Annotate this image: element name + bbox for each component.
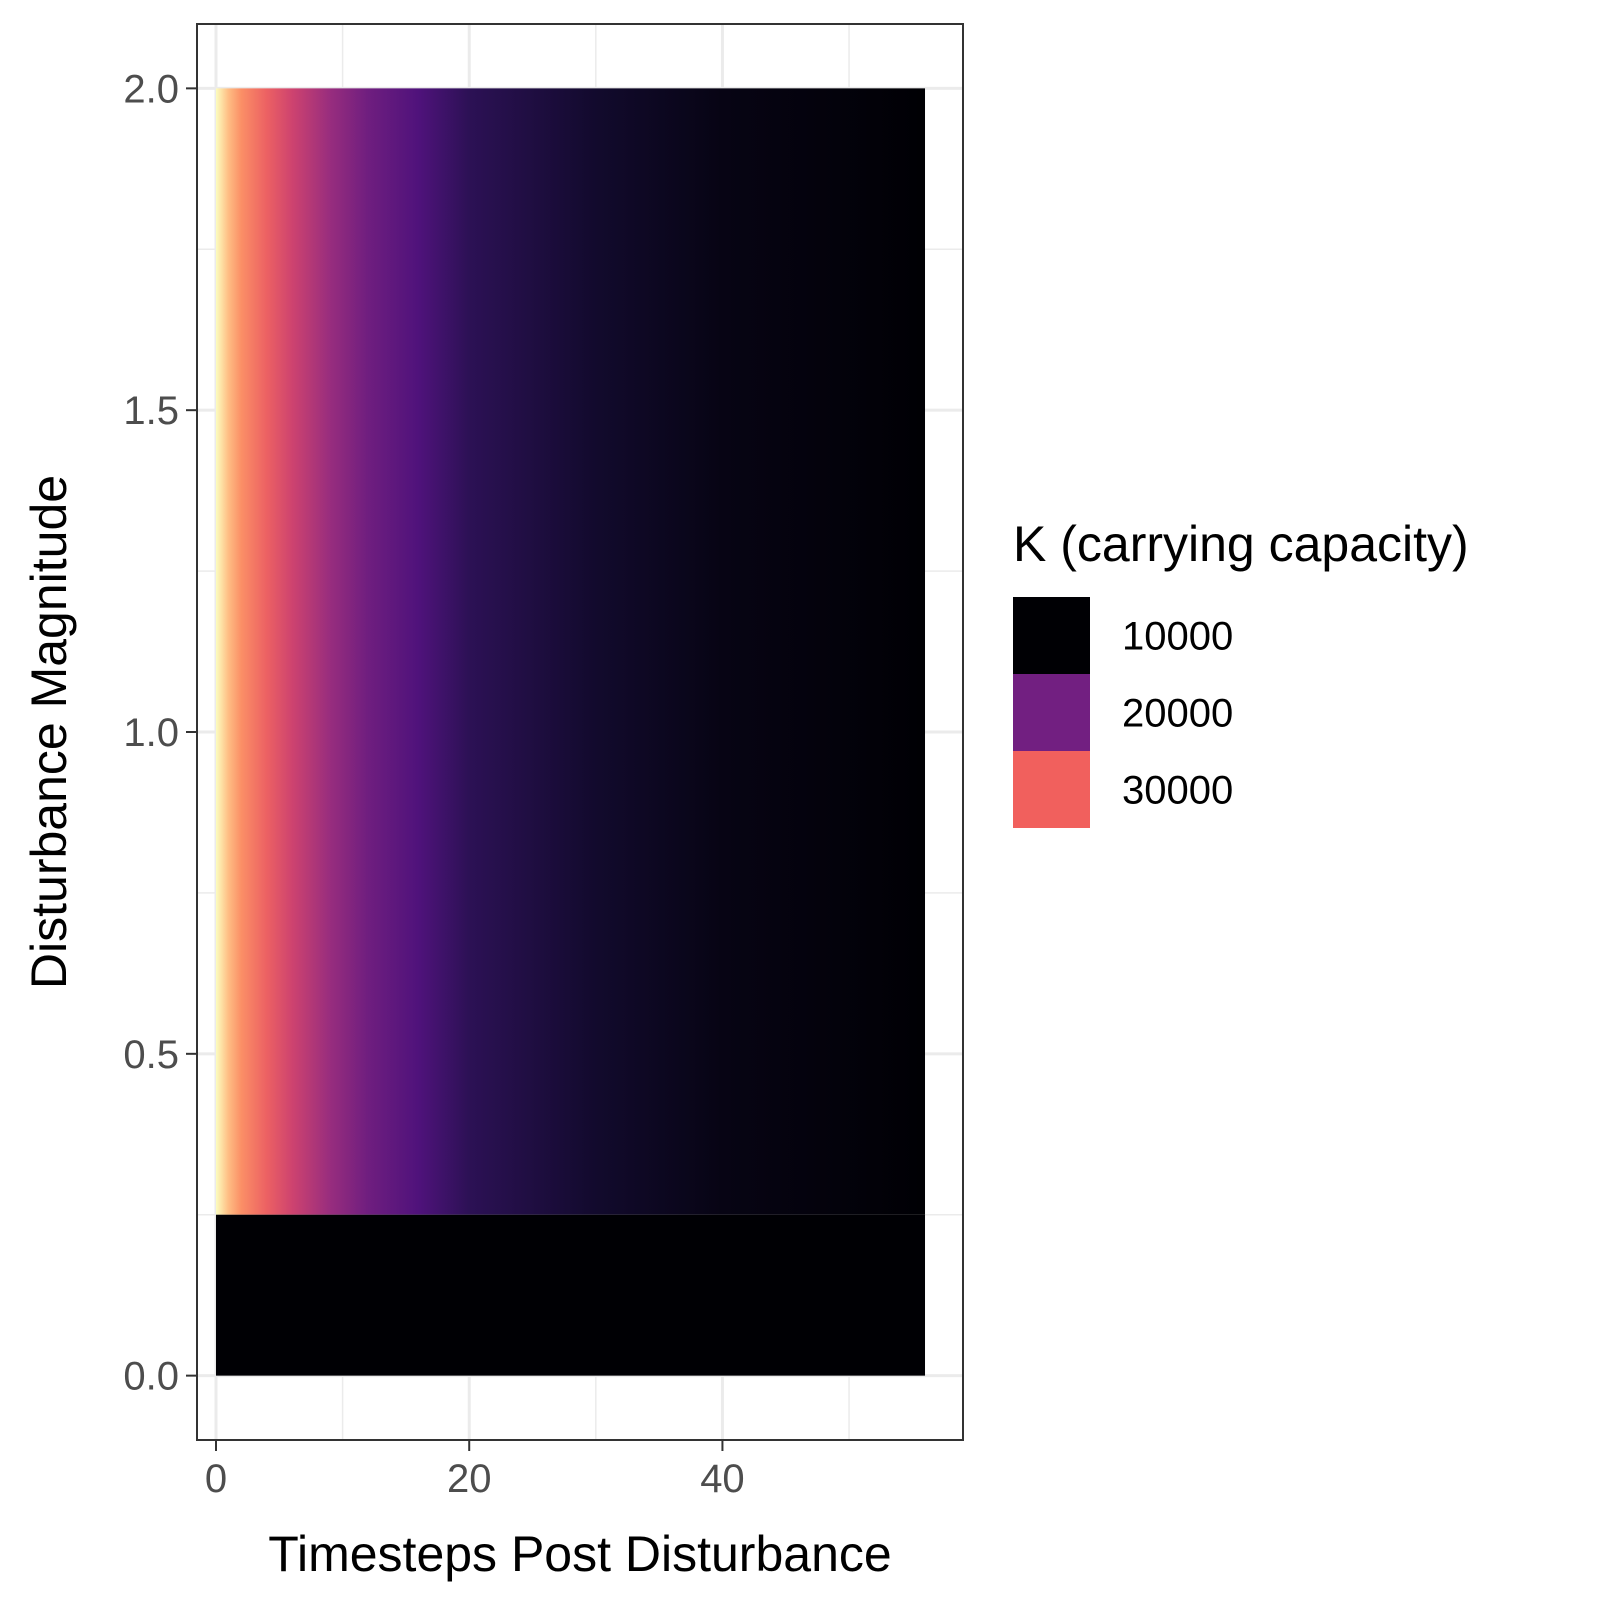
legend-key [1013, 597, 1090, 674]
legend-label: 20000 [1122, 692, 1233, 736]
legend-title: K (carrying capacity) [1013, 516, 1469, 572]
y-tick-label: 0.5 [123, 1033, 179, 1077]
legend-label: 30000 [1122, 769, 1233, 813]
y-tick-label: 2.0 [123, 67, 179, 111]
heatmap-region-below-threshold [215, 1214, 926, 1376]
y-axis-title: Disturbance Magnitude [21, 475, 77, 989]
y-tick-label: 0.0 [123, 1355, 179, 1399]
y-tick-label: 1.5 [123, 389, 179, 433]
x-axis-title: Timesteps Post Disturbance [268, 1526, 891, 1582]
legend-label: 10000 [1122, 615, 1233, 659]
legend-key [1013, 674, 1090, 751]
legend: K (carrying capacity) 10000 20000 30000 [1013, 516, 1469, 828]
y-axis: 0.0 0.5 1.0 1.5 2.0 [123, 67, 197, 1399]
x-axis: 0 20 40 [205, 1440, 745, 1501]
heatmap-raster [215, 88, 926, 1376]
y-tick-label: 1.0 [123, 711, 179, 755]
x-tick-label: 20 [447, 1457, 492, 1501]
x-tick-label: 40 [700, 1457, 745, 1501]
x-tick-label: 0 [205, 1457, 227, 1501]
legend-key [1013, 751, 1090, 828]
heatmap-region-above-threshold [215, 88, 926, 1215]
